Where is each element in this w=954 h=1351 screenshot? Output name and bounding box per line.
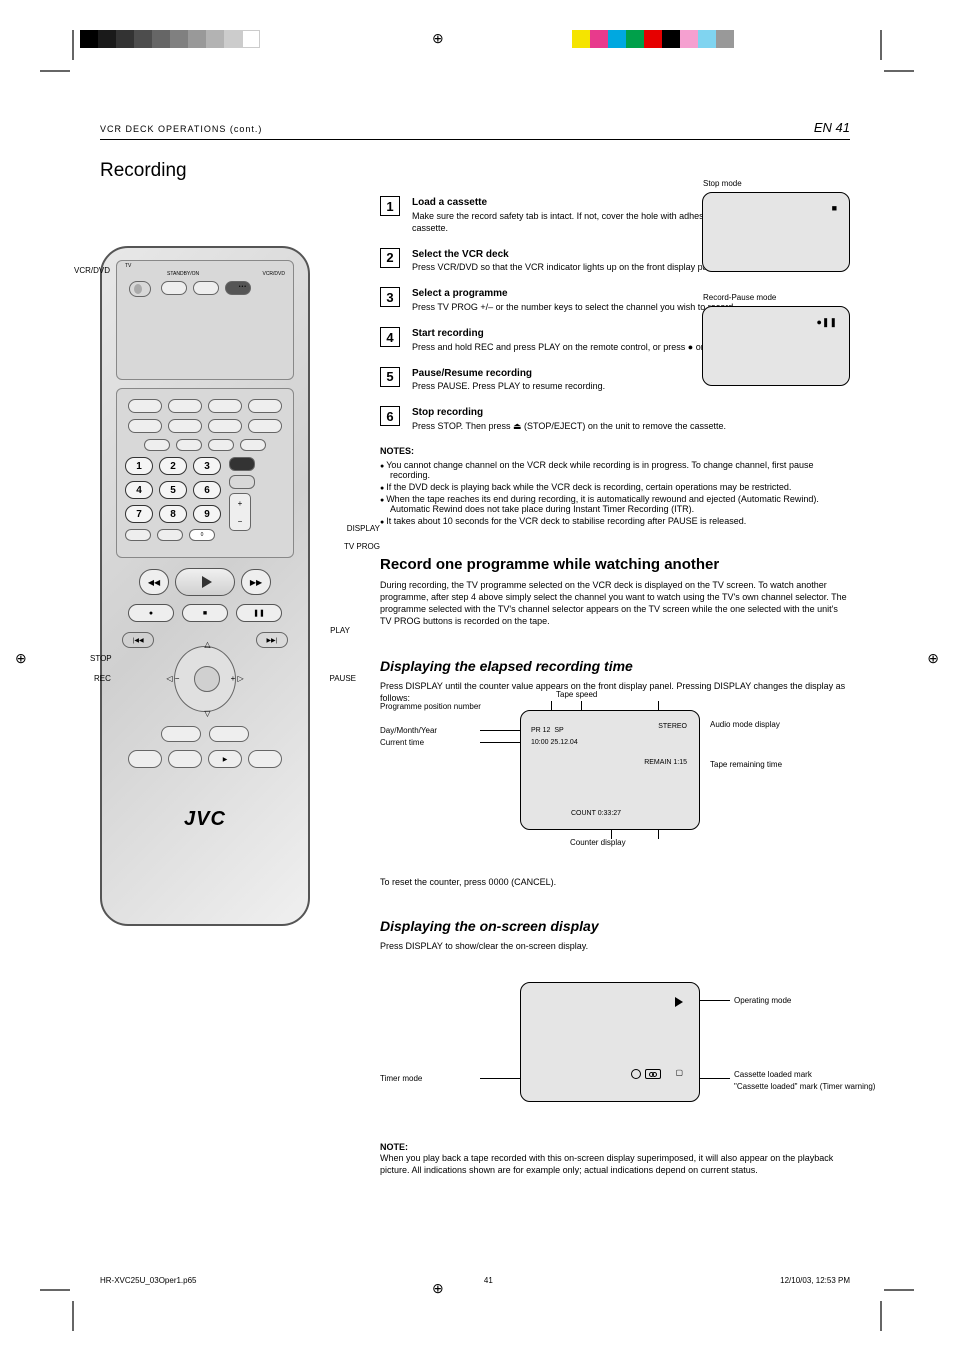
screen-stop-mode: ■ Stop mode [702, 192, 850, 272]
step-6: 6 Stop recordingPress STOP. Then press ⏏… [380, 406, 850, 432]
page-label: VCR DECK OPERATIONS (cont.) [100, 124, 262, 134]
play-button [175, 568, 235, 596]
callout-display: DISPLAY [347, 524, 380, 533]
page-number: EN 41 [814, 120, 850, 135]
page-header: VCR DECK OPERATIONS (cont.) EN 41 [100, 120, 850, 140]
footer: HR-XVC25U_03Oper1.p65 41 12/10/03, 12:53… [100, 1276, 850, 1305]
feature3-body: Press DISPLAY to show/clear the on-scree… [380, 940, 850, 952]
osd-diagram: ▢ Operating mode Timer mode Cassette loa… [380, 982, 850, 1132]
feature1-body: During recording, the TV programme selec… [380, 579, 850, 628]
stop-icon: ■ [832, 203, 837, 213]
callout-pause: PAUSE [329, 674, 356, 683]
callout-play: PLAY [330, 626, 350, 635]
rew-button: ◀◀ [139, 569, 169, 595]
registration-mark: ⊕ [432, 30, 444, 47]
registration-mark: ⊕ [927, 650, 939, 667]
stop-button: ■ [182, 604, 228, 622]
counter-display-diagram: PR 12 SP 10:00 25.12.04 STEREO REMAIN 1:… [380, 710, 850, 860]
screen-recpause-mode: ●❚❚ Record-Pause mode [702, 306, 850, 386]
callout-vcr-dvd: VCR/DVD [74, 266, 110, 275]
callout-stop: STOP [90, 654, 112, 663]
notes-heading: NOTES: [380, 446, 850, 456]
feature1-title: Record one programme while watching anot… [380, 556, 850, 573]
notes-list: You cannot change channel on the VCR dec… [380, 460, 850, 526]
rec-button: ● [128, 604, 174, 622]
color-bar [572, 30, 734, 48]
feature3-title: Displaying the on-screen display [380, 918, 850, 934]
pause-button: ❚❚ [236, 604, 282, 622]
remote-control-diagram: TV STANDBY/ON VCR/DVD ••• 123 45 [100, 246, 310, 926]
feature2-body2: To reset the counter, press 0000 (CANCEL… [380, 876, 850, 888]
feature2-body1: Press DISPLAY until the counter value ap… [380, 680, 850, 704]
d-pad: △▽ ◁ −+ ▷ [162, 634, 247, 724]
feature2-title: Displaying the elapsed recording time [380, 658, 850, 674]
recpause-icon: ●❚❚ [816, 317, 837, 328]
grayscale-bar [80, 30, 260, 48]
brand-logo: JVC [116, 808, 294, 831]
callout-rec: REC [94, 674, 111, 683]
registration-mark: ⊕ [15, 650, 27, 667]
ff-button: ▶▶ [241, 569, 271, 595]
callout-tv-prog: TV PROG [344, 542, 380, 551]
